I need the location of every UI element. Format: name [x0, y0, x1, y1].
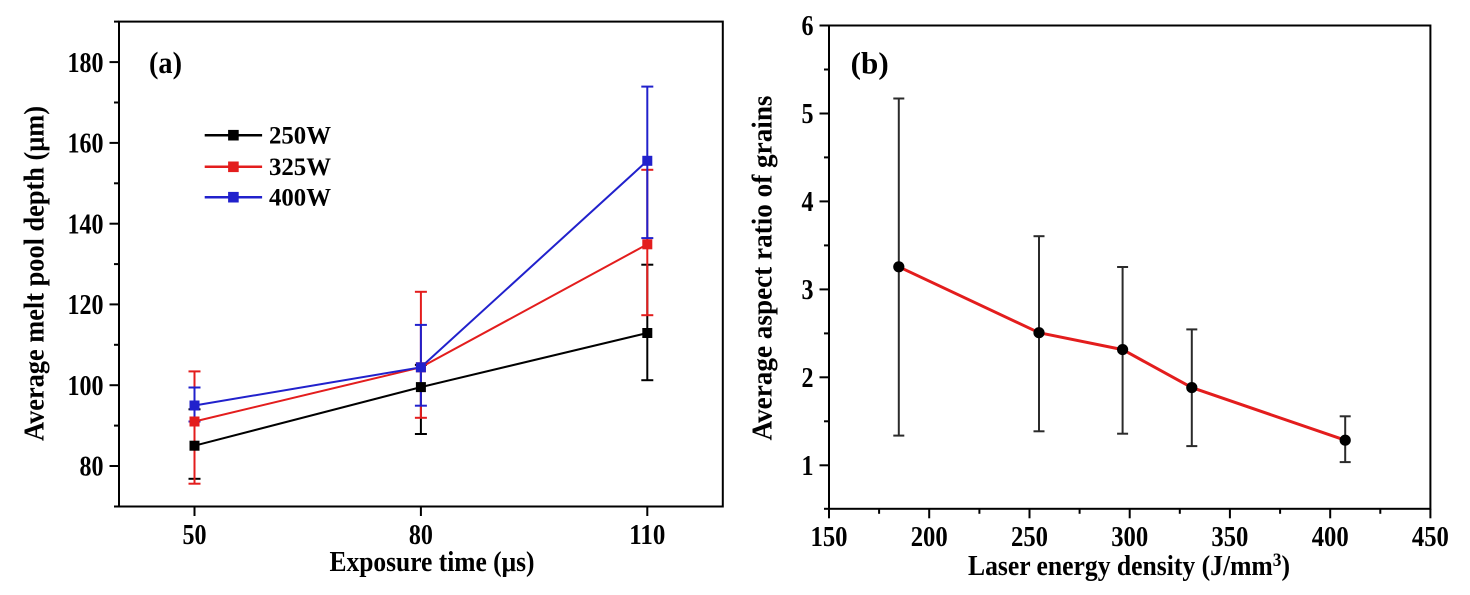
svg-text:5: 5 [802, 98, 814, 130]
svg-text:Average aspect ratio of grains: Average aspect ratio of grains [748, 95, 779, 440]
svg-text:400W: 400W [269, 185, 331, 212]
svg-text:100: 100 [68, 370, 104, 402]
svg-text:150: 150 [811, 521, 848, 553]
svg-text:160: 160 [68, 128, 104, 160]
svg-text:325W: 325W [269, 154, 331, 181]
svg-text:Laser energy density (J/mm3): Laser energy density (J/mm3) [968, 550, 1290, 582]
svg-text:6: 6 [802, 10, 814, 42]
svg-text:250: 250 [1011, 521, 1048, 553]
svg-text:200: 200 [911, 521, 948, 553]
svg-text:Exposure time (μs): Exposure time (μs) [330, 547, 535, 578]
svg-text:300: 300 [1111, 521, 1148, 553]
svg-text:350: 350 [1211, 521, 1248, 553]
svg-text:1: 1 [802, 450, 814, 482]
svg-text:140: 140 [68, 208, 104, 240]
svg-text:80: 80 [409, 519, 433, 551]
svg-text:110: 110 [629, 519, 665, 551]
svg-text:Average melt pool depth (μm): Average melt pool depth (μm) [20, 106, 51, 441]
svg-text:180: 180 [68, 47, 104, 79]
svg-text:50: 50 [183, 519, 207, 551]
svg-text:(b): (b) [851, 46, 889, 81]
svg-text:4: 4 [802, 186, 814, 218]
svg-text:2: 2 [802, 362, 814, 394]
svg-text:250W: 250W [269, 123, 331, 150]
svg-text:3: 3 [802, 274, 814, 306]
svg-text:(a): (a) [149, 45, 182, 80]
svg-text:450: 450 [1412, 521, 1449, 553]
svg-text:400: 400 [1312, 521, 1349, 553]
svg-text:120: 120 [68, 289, 104, 321]
svg-text:80: 80 [80, 451, 104, 483]
